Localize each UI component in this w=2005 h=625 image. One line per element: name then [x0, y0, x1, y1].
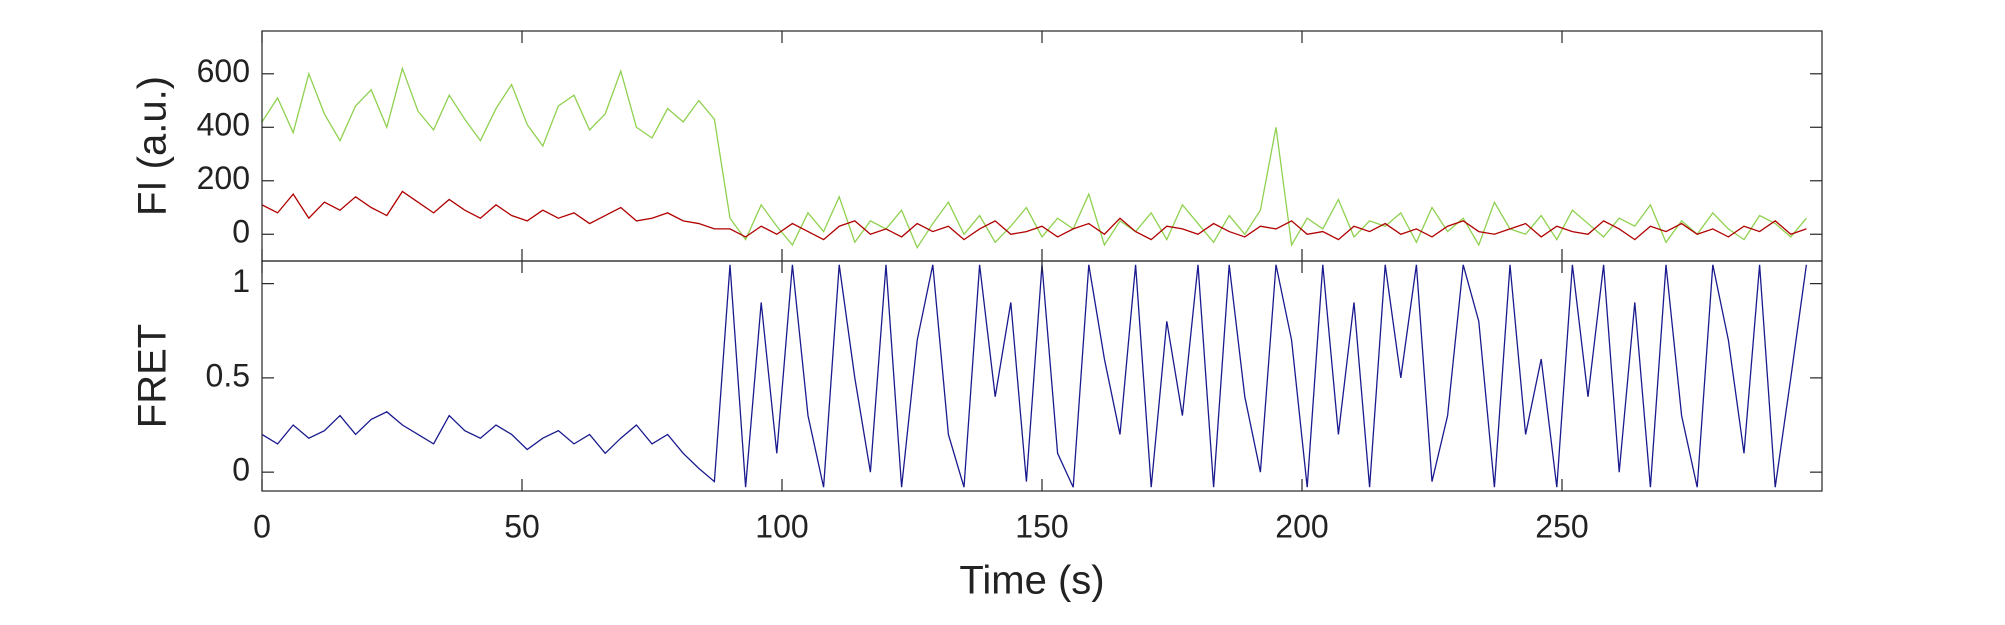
trace: [262, 190, 1807, 241]
y-tick-label: 0: [232, 452, 250, 488]
x-tick-label: 100: [755, 508, 808, 544]
x-tick-label: 200: [1275, 508, 1328, 544]
x-tick-label: 150: [1015, 508, 1068, 544]
x-tick-label: 50: [504, 508, 540, 544]
y-axis-title: FRET: [131, 324, 175, 428]
y-tick-label: 400: [197, 107, 250, 143]
y-tick-label: 0.5: [206, 357, 250, 393]
trace: [262, 264, 1808, 488]
x-tick-label: 0: [253, 508, 271, 544]
x-tick-label: 250: [1535, 508, 1588, 544]
y-axis-title: FI (a.u.): [131, 76, 175, 216]
y-tick-label: 0: [232, 214, 250, 250]
y-tick-label: 600: [197, 53, 250, 89]
y-tick-label: 200: [197, 160, 250, 196]
trace: [262, 66, 1807, 250]
y-tick-label: 1: [232, 263, 250, 299]
axes-box: [261, 260, 1823, 492]
x-axis-title: Time (s): [959, 559, 1104, 603]
